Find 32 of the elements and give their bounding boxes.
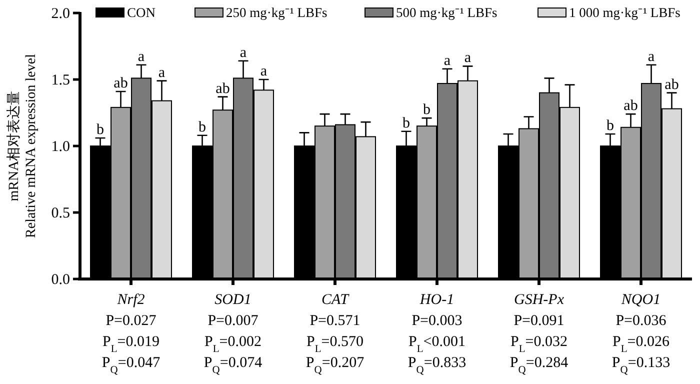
x-tick-label: CAT P=0.571 P$_{L}$=0.570 P$_{Q}$=0.207 [306,292,365,376]
y-tick-label: 1.5 [51,72,70,88]
data-label: a [260,64,268,80]
y-tick-label: 2.0 [51,6,70,22]
data-label: a [138,48,145,65]
data-label: a [648,48,655,65]
data-label: b [606,118,614,134]
y-tick-label: 1.0 [51,139,70,155]
x-tick-label: Nrf2 P=0.027 P$_{L}$=0.019 P$_{Q}$=0.047 [102,292,161,376]
data-label: ab [624,98,638,114]
legend-label: CON [127,5,156,20]
x-tick-label: GSH-Px P=0.091 P$_{L}$=0.032 P$_{Q}$=0.284 [510,292,569,376]
data-label: a [444,52,451,69]
y-axis-title: mRNA相对表达量 Relative mRNA expression level [6,54,39,238]
legend-label: 1 000 mg·kg⁻¹ LBFs [569,5,680,20]
x-tick-label: SOD1 P=0.007 P$_{L}$=0.002 P$_{Q}$=0.074 [204,292,263,376]
data-label: ab [216,80,230,97]
data-label: b [423,102,430,118]
legend-label: 250 mg·kg⁻¹ LBFs [226,5,328,20]
data-label: a [464,50,472,66]
data-label: b [402,115,410,132]
legend-label: 500 mg·kg⁻¹ LBFs [396,5,498,20]
data-label: b [96,122,104,138]
y-tick-label: 0.5 [51,206,70,222]
y-tick-label: 0.0 [51,272,70,288]
x-tick-label: HO-1 P=0.003 P$_{L}$<0.001 P$_{Q}$=0.833 [408,292,466,376]
x-tick-label: NQO1 P=0.036 P$_{L}$=0.026 P$_{Q}$=0.133 [612,292,670,376]
data-label: ab [664,76,679,93]
data-label: b [198,119,206,136]
data-label: ab [114,75,128,92]
data-label: a [240,44,247,61]
data-label: a [158,64,166,81]
